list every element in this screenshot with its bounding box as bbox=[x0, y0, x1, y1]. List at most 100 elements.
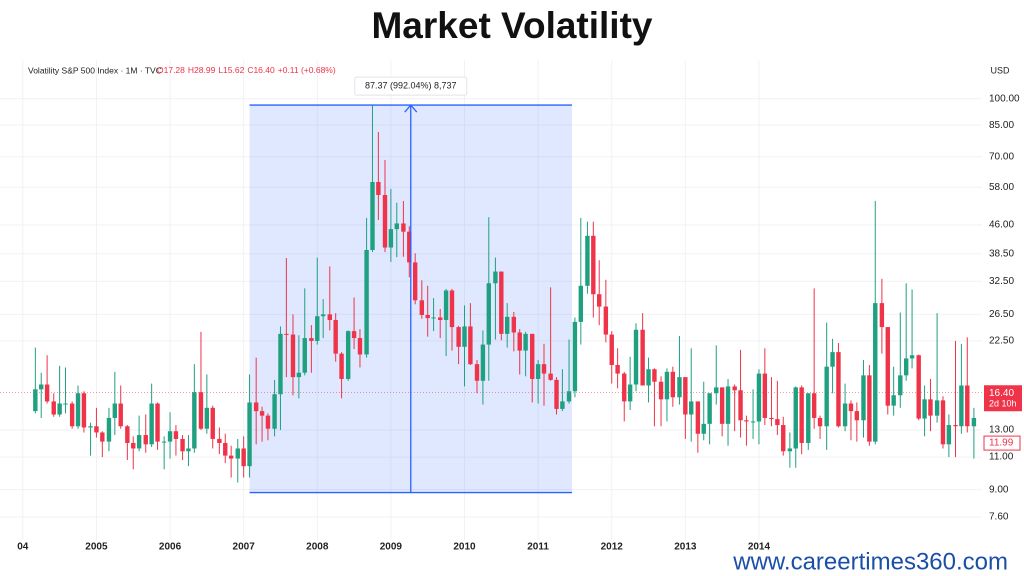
candle-body bbox=[554, 379, 559, 409]
ohlc-item: C16.40 bbox=[247, 65, 275, 75]
candle-body bbox=[725, 386, 731, 424]
y-tick-label: 38.50 bbox=[989, 248, 1014, 259]
currency-label: USD bbox=[990, 65, 1010, 75]
candle-body bbox=[817, 417, 823, 427]
candle-body bbox=[714, 387, 719, 394]
candle-body bbox=[425, 314, 430, 319]
candle-body bbox=[462, 326, 467, 347]
candle-body bbox=[867, 375, 872, 442]
candle-body bbox=[548, 373, 553, 380]
candle-body bbox=[787, 448, 793, 452]
candle-body bbox=[499, 271, 504, 334]
candle-body bbox=[953, 425, 958, 427]
candle-body bbox=[898, 375, 903, 396]
candle-body bbox=[842, 403, 848, 427]
candle-body bbox=[247, 402, 252, 467]
candle-body bbox=[284, 333, 289, 335]
symbol-label: Volatility S&P 500 Index · 1M · TVC bbox=[28, 65, 162, 75]
candle-body bbox=[591, 235, 596, 295]
candle-body bbox=[603, 306, 609, 335]
candle-body bbox=[677, 377, 682, 398]
candle-body bbox=[541, 364, 547, 374]
candle-body bbox=[879, 303, 885, 328]
candle-body bbox=[707, 393, 712, 424]
candle-body bbox=[449, 290, 455, 328]
y-tick-label: 32.50 bbox=[989, 276, 1014, 287]
candle-body bbox=[44, 384, 50, 402]
candle-body bbox=[658, 381, 664, 400]
chart-title: Market Volatility bbox=[371, 5, 652, 46]
x-tick-label: 2012 bbox=[601, 542, 624, 553]
candle-body bbox=[351, 331, 357, 339]
y-tick-label: 11.00 bbox=[989, 452, 1014, 463]
y-tick-label: 9.00 bbox=[989, 484, 1009, 495]
candle-body bbox=[493, 271, 498, 284]
candle-body bbox=[33, 389, 38, 412]
measure-label-bg bbox=[354, 76, 468, 96]
candle-body bbox=[364, 249, 369, 355]
x-tick-label: 2011 bbox=[527, 542, 549, 553]
candle-body bbox=[94, 426, 99, 433]
candle-body bbox=[290, 334, 296, 378]
x-tick-label: 2009 bbox=[380, 542, 403, 553]
ohlc-item: L15.62 bbox=[218, 65, 244, 75]
x-tick-label: 2014 bbox=[748, 542, 771, 553]
candle-body bbox=[732, 386, 737, 391]
candle-body bbox=[572, 321, 578, 392]
candle-body bbox=[535, 364, 541, 379]
plot-area bbox=[0, 104, 982, 494]
candle-body bbox=[695, 401, 701, 434]
candle-body bbox=[756, 373, 762, 422]
candle-body bbox=[327, 314, 332, 320]
x-tick-label: 2013 bbox=[674, 542, 697, 553]
candle-body bbox=[192, 392, 197, 449]
candle-body bbox=[861, 375, 866, 421]
candle-body bbox=[75, 393, 81, 427]
candle-body bbox=[566, 391, 572, 402]
candle-body bbox=[401, 223, 406, 232]
countdown-label: 2d 10h bbox=[989, 399, 1017, 409]
candle-body bbox=[560, 401, 565, 409]
candle-body bbox=[431, 317, 436, 319]
candle-body bbox=[407, 231, 412, 263]
candle-body bbox=[848, 403, 854, 412]
candle-body bbox=[959, 385, 964, 427]
candle-body bbox=[597, 294, 602, 307]
last-price-badge bbox=[984, 385, 1022, 412]
candle-body bbox=[370, 181, 375, 250]
x-tick-label: 2005 bbox=[85, 542, 108, 553]
candle-body bbox=[744, 420, 749, 422]
candle-body bbox=[272, 394, 277, 429]
y-tick-label: 46.00 bbox=[989, 219, 1014, 230]
candle-body bbox=[652, 369, 657, 382]
candle-body bbox=[278, 333, 283, 395]
candle-body bbox=[88, 426, 93, 428]
candle-body bbox=[946, 425, 952, 445]
candle-body bbox=[689, 401, 694, 415]
candle-body bbox=[357, 338, 363, 355]
candle-body bbox=[670, 371, 676, 398]
candle-body bbox=[339, 353, 344, 379]
candle-body bbox=[438, 317, 443, 320]
candle-body bbox=[149, 403, 154, 445]
candle-body bbox=[701, 423, 706, 434]
candle-body bbox=[320, 314, 326, 317]
candle-body bbox=[155, 403, 160, 442]
candle-body bbox=[345, 331, 351, 379]
candle-body bbox=[916, 355, 921, 419]
candle-body bbox=[523, 333, 528, 351]
candle-body bbox=[161, 441, 167, 443]
candle-body bbox=[922, 399, 927, 419]
candle-body bbox=[309, 338, 314, 341]
candle-body bbox=[738, 390, 743, 421]
candle-body bbox=[646, 369, 651, 386]
candle-body bbox=[204, 407, 210, 429]
candle-body bbox=[769, 417, 774, 420]
candle-body bbox=[253, 402, 259, 412]
candle-body bbox=[664, 371, 670, 400]
candle-body bbox=[627, 384, 633, 402]
candle-body bbox=[81, 393, 87, 428]
candle-body bbox=[333, 319, 338, 354]
